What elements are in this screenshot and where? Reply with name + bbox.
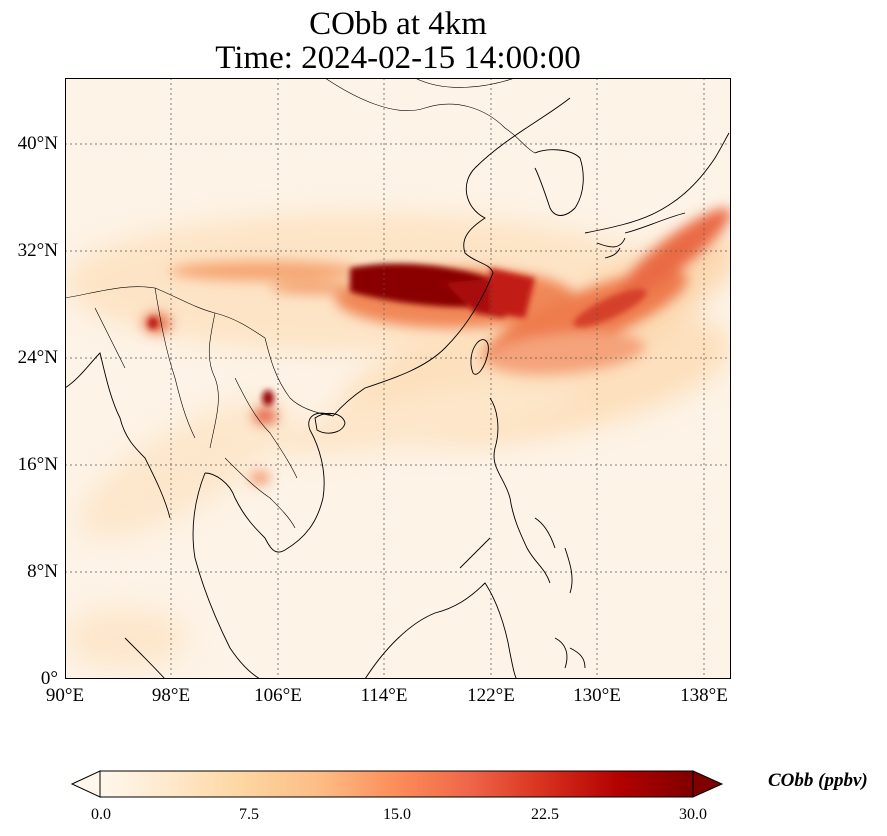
- gridlines: [65, 78, 731, 679]
- concentration-map: [65, 78, 731, 679]
- lat-tick-label: 32°N: [17, 240, 58, 261]
- map-title-line2: Time: 2024-02-15 14:00:00: [215, 40, 581, 76]
- lat-tick-label: 0°: [40, 668, 58, 689]
- lon-tick-label: 138°E: [680, 685, 728, 706]
- colorbar-tick-label: 22.5: [531, 806, 559, 823]
- lon-tick-label: 90°E: [45, 685, 85, 706]
- lat-tick-label: 8°N: [27, 561, 58, 582]
- colorbar-tick-label: 30.0: [679, 806, 707, 823]
- colorbar-gradient: [99, 770, 694, 798]
- colorbar: [70, 770, 724, 798]
- lat-tick-label: 16°N: [17, 454, 58, 475]
- country-borders: [65, 78, 536, 529]
- lon-tick-label: 106°E: [254, 685, 302, 706]
- colorbar-tick-label: 0.0: [91, 806, 111, 823]
- colorbar-min-extend: [70, 770, 101, 798]
- colorbar-tick-label: 15.0: [383, 806, 411, 823]
- lon-tick-label: 122°E: [467, 685, 515, 706]
- map-title-line1: CObb at 4km: [309, 6, 487, 42]
- map-frame: [65, 78, 731, 679]
- lon-tick-label: 98°E: [151, 685, 191, 706]
- coastlines: [65, 97, 730, 679]
- colorbar-max-extend: [692, 770, 724, 798]
- lat-tick-label: 24°N: [17, 347, 58, 368]
- colorbar-label: CObb (ppbv): [768, 770, 868, 791]
- lon-tick-label: 130°E: [573, 685, 621, 706]
- lon-tick-label: 114°E: [360, 685, 408, 706]
- lat-tick-label: 40°N: [17, 133, 58, 154]
- colorbar-tick-label: 7.5: [239, 806, 259, 823]
- plume-high-values: [148, 263, 647, 406]
